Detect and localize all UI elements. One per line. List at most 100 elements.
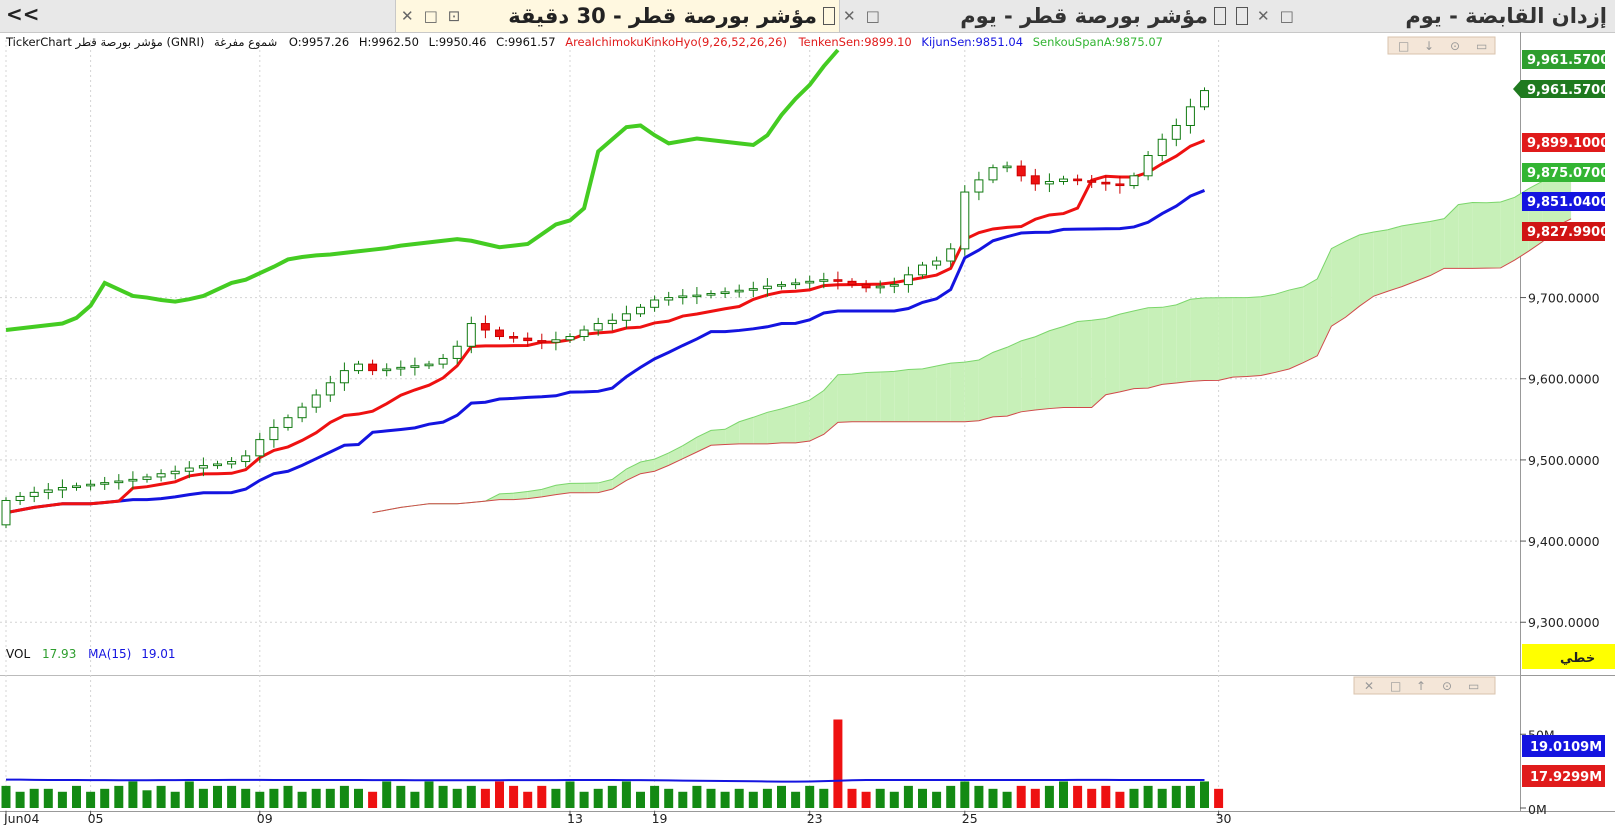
candle-body (438, 357, 448, 365)
panel-maximize-icon[interactable]: □ (1398, 39, 1409, 53)
volume-bar (833, 719, 843, 808)
volume-info: VOL 17.93 MA(15) 19.01 (6, 647, 176, 661)
volume-bar (100, 788, 110, 808)
x-tick-label: 19 (652, 811, 668, 825)
candle (311, 389, 321, 413)
candle-body (650, 299, 660, 308)
cloud-segment (894, 369, 909, 422)
x-tick-label: 23 (807, 811, 823, 825)
candle (889, 277, 899, 294)
tab-qe-index-daily[interactable]: ✕ □ مؤشر بورصة قطر - يوم (838, 0, 1230, 32)
candle (325, 375, 335, 402)
cloud-segment (541, 485, 556, 497)
cloud-segment (555, 483, 570, 495)
panel-menu-icon[interactable]: ▭ (1468, 679, 1479, 693)
volume-bar (57, 791, 67, 808)
panel-down-icon[interactable]: ↓ (1424, 39, 1434, 53)
cloud-segment (626, 462, 641, 481)
volume-bar (636, 791, 645, 808)
price-panel-controls[interactable]: □ ↓ ⊙ ▭ (1387, 36, 1496, 55)
candle-body (777, 284, 786, 287)
price-badge-bg (1522, 222, 1605, 241)
info-close: C:9961.57 (496, 35, 556, 49)
tab-label: مؤشر بورصة قطر - يوم (960, 4, 1208, 28)
tab-qe-index-30min[interactable]: ✕ □ ⊡ مؤشر بورصة قطر - 30 دقيقة (395, 0, 840, 32)
candle (777, 281, 786, 290)
candle (29, 486, 39, 503)
cloud-segment (527, 489, 542, 499)
volume-panel-controls[interactable]: ✕ □ ↑ ⊙ ▭ (1353, 676, 1496, 695)
candle-body (114, 480, 124, 484)
volume-bar (932, 791, 942, 808)
panel-up-icon[interactable]: ↑ (1416, 679, 1426, 693)
candle (1143, 151, 1153, 181)
volume-bar (1059, 781, 1068, 808)
volume-badge: 17.9299M (1522, 765, 1605, 787)
cloud-segment (1232, 297, 1247, 378)
maximize-icon[interactable]: □ (423, 7, 438, 25)
volume-bar (847, 788, 857, 808)
volume-badge-bg (1522, 735, 1605, 757)
close-icon[interactable]: ✕ (1257, 7, 1270, 25)
candle-body (805, 280, 815, 284)
candle-body (1101, 181, 1111, 185)
candle (1, 497, 11, 529)
close-icon[interactable]: ✕ (401, 7, 414, 25)
info-low: L:9950.46 (428, 35, 487, 49)
candle (297, 402, 307, 423)
collapse-arrows-button[interactable]: << (6, 2, 40, 26)
candle-body (974, 179, 984, 193)
candle-body (15, 495, 25, 501)
candle-body (678, 295, 688, 299)
candle (368, 359, 378, 376)
cloud-segment (1373, 229, 1388, 297)
candle (579, 325, 589, 341)
volume-bar (114, 785, 124, 808)
cloud-segment (1176, 299, 1191, 383)
price-badge: 9,899.1000 (1522, 133, 1609, 152)
pin-icon[interactable]: ⊡ (447, 7, 461, 25)
panel-settings-icon[interactable]: ⊙ (1450, 39, 1460, 53)
ma-value: 19.01 (141, 647, 176, 661)
volume-bar (692, 785, 702, 808)
candle (551, 331, 561, 351)
volume-bar (509, 785, 519, 808)
candle (932, 256, 942, 270)
volume-bar (1214, 788, 1224, 808)
candle (593, 317, 603, 336)
volume-bar (1016, 785, 1026, 808)
panel-menu-icon[interactable]: ▭ (1476, 39, 1487, 53)
candle (762, 278, 772, 297)
candle-body (621, 313, 631, 321)
cloud-segment (584, 482, 599, 493)
tab-square-icon (1236, 7, 1248, 25)
candle (100, 476, 110, 490)
cloud-segment (1260, 294, 1275, 376)
panel-settings-icon[interactable]: ⊙ (1442, 679, 1452, 693)
x-tick-label: 13 (567, 811, 583, 825)
candle (269, 419, 279, 448)
candle-body (241, 455, 251, 463)
senkou-span-b-line (372, 218, 1572, 514)
candle-body (424, 363, 434, 367)
candle-body (184, 467, 194, 472)
candle (805, 275, 815, 289)
info-open: O:9957.26 (288, 35, 350, 49)
cloud-segment (781, 404, 796, 443)
close-icon[interactable]: ✕ (843, 7, 856, 25)
candle-body (142, 476, 152, 480)
cloud-segment (1472, 202, 1487, 269)
scale-mode-button[interactable]: خطي (1522, 644, 1615, 669)
tab-ezdan-daily[interactable]: ✕ □ إزدان القابضة - يوم (1230, 0, 1615, 32)
panel-close-icon[interactable]: ✕ (1364, 679, 1374, 693)
restore-icon[interactable]: □ (865, 7, 880, 25)
volume-bar (1157, 788, 1167, 808)
candle-body (128, 478, 138, 482)
restore-icon[interactable]: □ (1279, 7, 1294, 25)
candle-body (1157, 138, 1167, 157)
candle-body (29, 491, 39, 497)
candle-body (1044, 180, 1054, 185)
panel-maximize-icon[interactable]: □ (1390, 679, 1401, 693)
candle (43, 483, 53, 500)
